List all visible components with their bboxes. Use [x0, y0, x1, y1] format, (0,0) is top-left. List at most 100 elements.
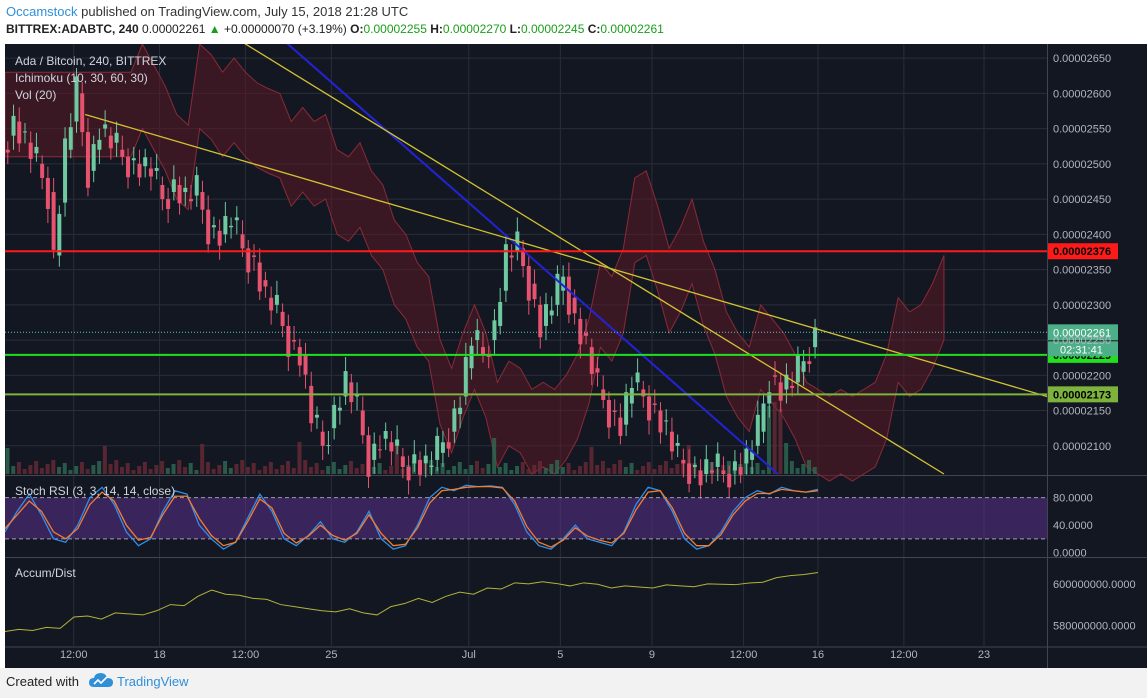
candle[interactable]: [423, 444, 428, 478]
candle[interactable]: [578, 307, 583, 359]
candle[interactable]: [91, 135, 96, 183]
candle[interactable]: [727, 465, 732, 499]
accum-dist-pane[interactable]: [4, 571, 819, 632]
candle[interactable]: [280, 303, 285, 338]
candle[interactable]: [778, 373, 783, 412]
candle[interactable]: [309, 371, 314, 432]
candle[interactable]: [807, 347, 812, 373]
candle[interactable]: [22, 122, 27, 144]
candle[interactable]: [223, 201, 228, 243]
candle[interactable]: [63, 127, 68, 217]
candle[interactable]: [732, 450, 737, 485]
candle[interactable]: [143, 148, 148, 178]
candle[interactable]: [45, 166, 50, 224]
candle[interactable]: [440, 431, 445, 467]
candle[interactable]: [292, 325, 297, 350]
candle[interactable]: [171, 165, 176, 201]
candle[interactable]: [257, 248, 262, 300]
candle[interactable]: [429, 451, 434, 476]
candle[interactable]: [675, 434, 680, 458]
candle[interactable]: [412, 440, 417, 472]
candle[interactable]: [606, 391, 611, 439]
candle[interactable]: [526, 254, 531, 315]
price-pane[interactable]: [4, 36, 1048, 500]
candle[interactable]: [767, 380, 772, 418]
candle[interactable]: [160, 176, 165, 211]
candle[interactable]: [40, 155, 45, 190]
candle[interactable]: [34, 132, 39, 162]
candle[interactable]: [366, 426, 371, 489]
candle[interactable]: [74, 67, 79, 133]
candle[interactable]: [813, 318, 818, 359]
trendline[interactable]: [279, 36, 779, 475]
candle[interactable]: [57, 205, 62, 267]
candle[interactable]: [721, 456, 726, 483]
candle[interactable]: [343, 356, 348, 405]
candle[interactable]: [738, 452, 743, 484]
candle[interactable]: [395, 425, 400, 455]
candle[interactable]: [669, 417, 674, 460]
candle[interactable]: [189, 184, 194, 210]
candle[interactable]: [377, 435, 382, 459]
candle[interactable]: [108, 127, 113, 160]
candle[interactable]: [406, 455, 411, 495]
candle[interactable]: [246, 239, 251, 284]
candle[interactable]: [177, 176, 182, 215]
candle[interactable]: [297, 338, 302, 377]
candle[interactable]: [183, 176, 188, 207]
candle[interactable]: [229, 217, 234, 239]
candle[interactable]: [320, 420, 325, 460]
candle[interactable]: [51, 177, 56, 259]
candle[interactable]: [687, 449, 692, 493]
chart-area[interactable]: 0.000023760.000022290.000021730.00002261…: [4, 36, 1147, 668]
candle[interactable]: [274, 280, 279, 314]
candle[interactable]: [549, 296, 554, 324]
candle[interactable]: [418, 451, 423, 486]
trendline[interactable]: [233, 36, 945, 475]
candle[interactable]: [710, 462, 715, 484]
candle[interactable]: [584, 318, 589, 345]
candle[interactable]: [458, 396, 463, 429]
candle[interactable]: [131, 146, 136, 175]
tradingview-cloud-icon[interactable]: [88, 671, 114, 691]
stoch-rsi-pane[interactable]: [4, 484, 1047, 550]
candle[interactable]: [595, 356, 600, 387]
candle[interactable]: [755, 400, 760, 455]
candle[interactable]: [681, 448, 686, 478]
candle[interactable]: [206, 195, 211, 253]
candle[interactable]: [492, 309, 497, 355]
candle[interactable]: [452, 399, 457, 443]
candle[interactable]: [389, 431, 394, 466]
candle[interactable]: [624, 383, 629, 436]
candle[interactable]: [692, 456, 697, 479]
candle[interactable]: [435, 427, 440, 472]
candle[interactable]: [772, 361, 777, 386]
candle[interactable]: [589, 338, 594, 386]
candle[interactable]: [360, 396, 365, 444]
candle[interactable]: [80, 82, 85, 147]
candle[interactable]: [337, 396, 342, 425]
candle[interactable]: [97, 128, 102, 164]
candle[interactable]: [120, 135, 125, 166]
candle[interactable]: [658, 402, 663, 444]
trendline[interactable]: [84, 113, 1048, 398]
candle[interactable]: [263, 271, 268, 298]
candle[interactable]: [566, 262, 571, 324]
candle[interactable]: [148, 157, 153, 191]
candle[interactable]: [269, 286, 274, 325]
candle[interactable]: [194, 166, 199, 207]
chart-svg[interactable]: 0.000023760.000022290.000021730.00002261…: [4, 36, 1147, 668]
candle[interactable]: [761, 395, 766, 443]
candle[interactable]: [137, 149, 142, 186]
candle[interactable]: [154, 153, 159, 180]
candle[interactable]: [211, 216, 216, 239]
candle[interactable]: [538, 296, 543, 349]
candle[interactable]: [28, 131, 33, 173]
candle[interactable]: [126, 148, 131, 189]
candle[interactable]: [372, 432, 377, 474]
candle[interactable]: [114, 121, 119, 157]
candle[interactable]: [664, 409, 669, 436]
candle[interactable]: [251, 244, 256, 271]
candle[interactable]: [784, 363, 789, 404]
candle[interactable]: [790, 371, 795, 397]
